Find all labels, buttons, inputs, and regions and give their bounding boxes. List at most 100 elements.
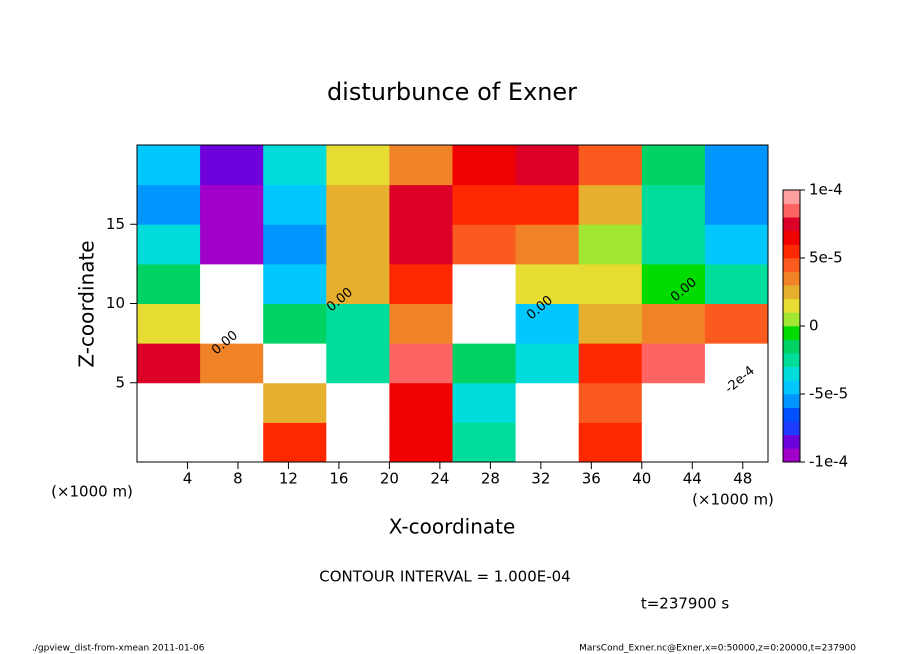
heat-cell — [263, 263, 327, 304]
heat-cell — [263, 382, 327, 423]
heat-cell — [578, 263, 643, 304]
colorbar-band — [783, 312, 800, 327]
heat-cell — [200, 303, 264, 344]
heat-cell — [704, 382, 769, 423]
x-tick-label: 40 — [632, 470, 651, 488]
heat-cell — [452, 263, 517, 304]
colorbar-band — [783, 421, 800, 436]
heat-cell — [263, 343, 327, 384]
heat-cell — [137, 224, 201, 265]
x-tick-label: 32 — [531, 470, 550, 488]
heat-cell — [704, 343, 769, 384]
x-tick-label: 48 — [733, 470, 752, 488]
heat-cell — [326, 422, 390, 463]
heat-cell — [263, 184, 327, 225]
heat-cell — [641, 145, 706, 186]
heat-cell — [515, 145, 580, 186]
heat-cell — [326, 224, 390, 265]
heat-cell — [326, 263, 390, 304]
heat-cell — [515, 224, 580, 265]
colorbar-band — [783, 326, 800, 340]
heat-cell — [704, 303, 769, 344]
heat-cell — [389, 184, 453, 225]
colorbar-band — [783, 244, 800, 259]
heat-cell — [515, 382, 580, 423]
heat-cell — [641, 224, 706, 265]
heat-cell — [200, 422, 264, 463]
heat-cell — [137, 303, 201, 344]
heat-cell — [389, 343, 453, 384]
heat-cell — [578, 303, 643, 344]
heat-cell — [515, 184, 580, 225]
heat-cell — [326, 343, 390, 384]
colorbar-band — [783, 203, 800, 218]
heat-cell — [641, 303, 706, 344]
colorbar-tick-label: -1e-4 — [809, 453, 848, 471]
x-tick-label: 20 — [380, 470, 399, 488]
colorbar-band — [783, 339, 800, 354]
x-axis-label: X-coordinate — [389, 515, 516, 539]
x-tick-label: 4 — [183, 470, 193, 488]
heat-cell — [263, 422, 327, 463]
heat-cell — [704, 184, 769, 225]
heat-cell — [389, 303, 453, 344]
heat-cell — [137, 422, 201, 463]
heat-cell — [641, 343, 706, 384]
y-tick-label: 5 — [115, 373, 125, 391]
heat-cell — [578, 145, 643, 186]
heat-cell — [452, 343, 517, 384]
y-tick-label: 10 — [106, 294, 125, 312]
heat-cell — [641, 382, 706, 423]
heat-cell — [137, 382, 201, 423]
footer-left: ./gpview_dist-from-xmean 2011-01-06 — [32, 644, 205, 654]
heat-cell — [389, 382, 453, 423]
chart-title: disturbunce of Exner — [327, 78, 577, 106]
heat-cell — [326, 145, 390, 186]
colorbar-tick-label: -5e-5 — [809, 385, 848, 403]
x-tick-label: 8 — [233, 470, 243, 488]
y-axis-label: Z-coordinate — [75, 240, 99, 367]
heat-cell — [200, 382, 264, 423]
x-tick-label: 16 — [329, 470, 348, 488]
colorbar-band — [783, 407, 800, 422]
heat-cell — [578, 382, 643, 423]
heat-cell — [200, 145, 264, 186]
heat-cell — [704, 422, 769, 463]
heat-cell — [326, 303, 390, 344]
heat-cell — [452, 303, 517, 344]
heat-cell — [137, 184, 201, 225]
heat-cell — [704, 263, 769, 304]
heat-cell — [389, 422, 453, 463]
heat-cell — [578, 224, 643, 265]
heat-cell — [137, 145, 201, 186]
colorbar-band — [783, 190, 800, 204]
heat-cell — [389, 145, 453, 186]
x-unit-label: (×1000 m) — [51, 483, 133, 501]
heat-cell — [515, 343, 580, 384]
colorbar-band — [783, 434, 800, 449]
heat-cell — [137, 343, 201, 384]
colorbar-band — [783, 285, 800, 300]
time-label: t=237900 s — [641, 595, 729, 613]
heat-cell — [641, 263, 706, 304]
colorbar-band — [783, 258, 800, 272]
x-tick-label: 44 — [683, 470, 702, 488]
heat-cell — [389, 263, 453, 304]
heat-cell — [200, 224, 264, 265]
colorbar-tick-label: 5e-5 — [809, 249, 843, 267]
heat-cell — [515, 422, 580, 463]
heat-cell — [263, 224, 327, 265]
footer-right: MarsCond_Exner.nc@Exner,x=0:50000,z=0:20… — [579, 644, 856, 654]
colorbar-tick-label: 0 — [809, 317, 819, 335]
heat-cell — [578, 343, 643, 384]
colorbar-band — [783, 366, 800, 381]
heat-cell — [578, 422, 643, 463]
x-tick-label: 36 — [582, 470, 601, 488]
heat-cell — [515, 263, 580, 304]
heat-cell — [137, 263, 201, 304]
heat-cell — [452, 382, 517, 423]
heat-cell — [326, 382, 390, 423]
heat-cell — [263, 145, 327, 186]
colorbar-band — [783, 380, 800, 395]
